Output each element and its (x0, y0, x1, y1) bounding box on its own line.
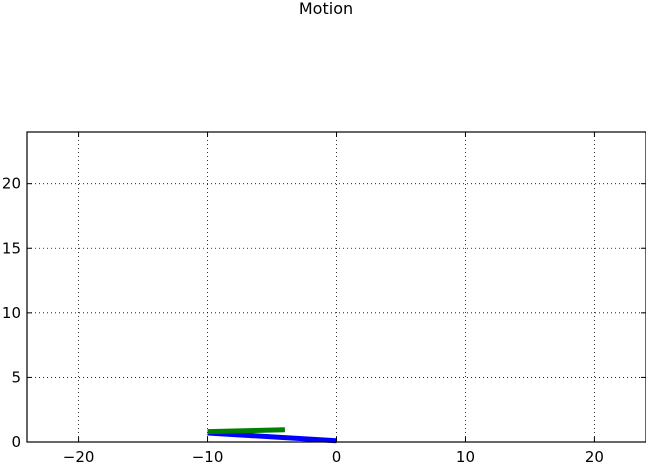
series-line-2 (207, 427, 285, 435)
x-tick-label: −10 (192, 448, 224, 466)
x-tick-label: 0 (332, 448, 342, 466)
x-tick-label: 10 (456, 448, 475, 466)
x-tick-label: −20 (63, 448, 95, 466)
x-tick-label: 20 (585, 448, 604, 466)
y-axis-tick-labels: 0 5 10 15 20 (2, 175, 21, 451)
y-tick-label: 20 (2, 175, 21, 193)
grid (27, 132, 646, 443)
chart-title: Motion (299, 0, 353, 18)
x-axis-tick-labels: −20 −10 0 10 20 (63, 448, 604, 466)
y-tick-label: 5 (11, 368, 21, 386)
plot-area-frame (26, 131, 646, 443)
series-line-1 (207, 430, 337, 444)
axis-ticks (27, 132, 646, 443)
y-tick-label: 10 (2, 304, 21, 322)
y-tick-label: 0 (11, 433, 21, 451)
y-tick-label: 15 (2, 239, 21, 257)
series-lines (207, 427, 337, 444)
